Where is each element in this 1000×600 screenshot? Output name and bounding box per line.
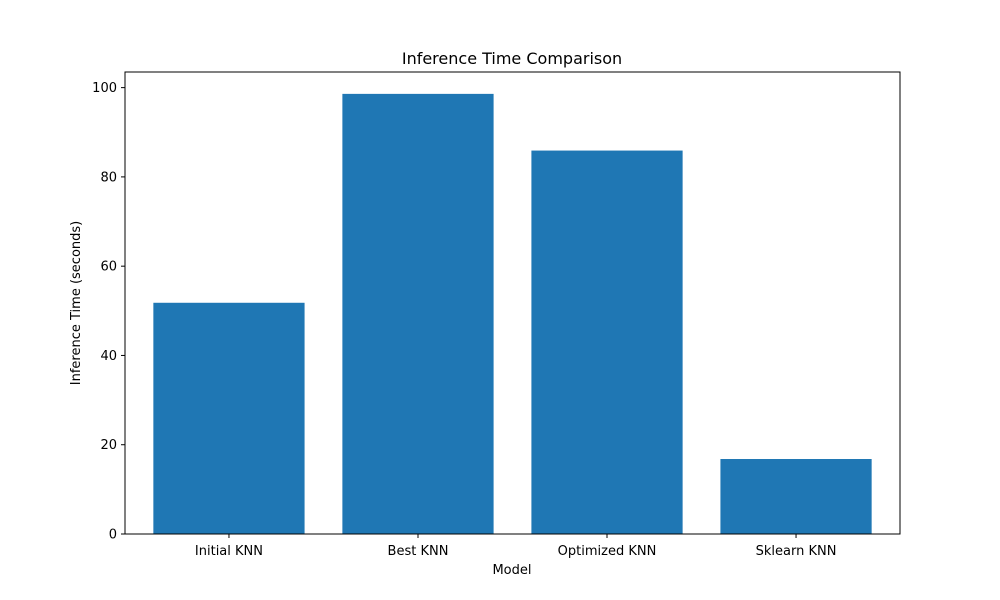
x-tick-label: Best KNN [388, 544, 449, 559]
y-tick-label: 100 [92, 81, 117, 96]
y-tick-label: 0 [109, 528, 117, 543]
x-tick-label: Sklearn KNN [756, 544, 837, 559]
y-tick-label: 20 [100, 438, 117, 453]
bar-initial-knn [153, 302, 305, 534]
bar-best-knn [342, 93, 494, 534]
x-tick-label: Optimized KNN [558, 544, 657, 559]
y-axis-label: Inference Time (seconds) [69, 221, 84, 385]
x-axis: Initial KNN Best KNN Optimized KNN Sklearn … [195, 534, 837, 559]
plot-frame [124, 71, 901, 535]
y-tick-label: 40 [100, 349, 117, 364]
y-tick-label: 60 [100, 260, 117, 275]
y-tick-label: 80 [100, 170, 117, 185]
bars-layer [153, 93, 872, 534]
x-tick-label: Initial KNN [195, 544, 263, 559]
chart-title: Inference Time Comparison [402, 49, 622, 68]
bar-sklearn-knn [720, 459, 872, 534]
y-axis: 0 20 40 60 80 100 [92, 81, 125, 543]
bar-optimized-knn [531, 150, 683, 534]
x-axis-label: Model [492, 563, 531, 578]
